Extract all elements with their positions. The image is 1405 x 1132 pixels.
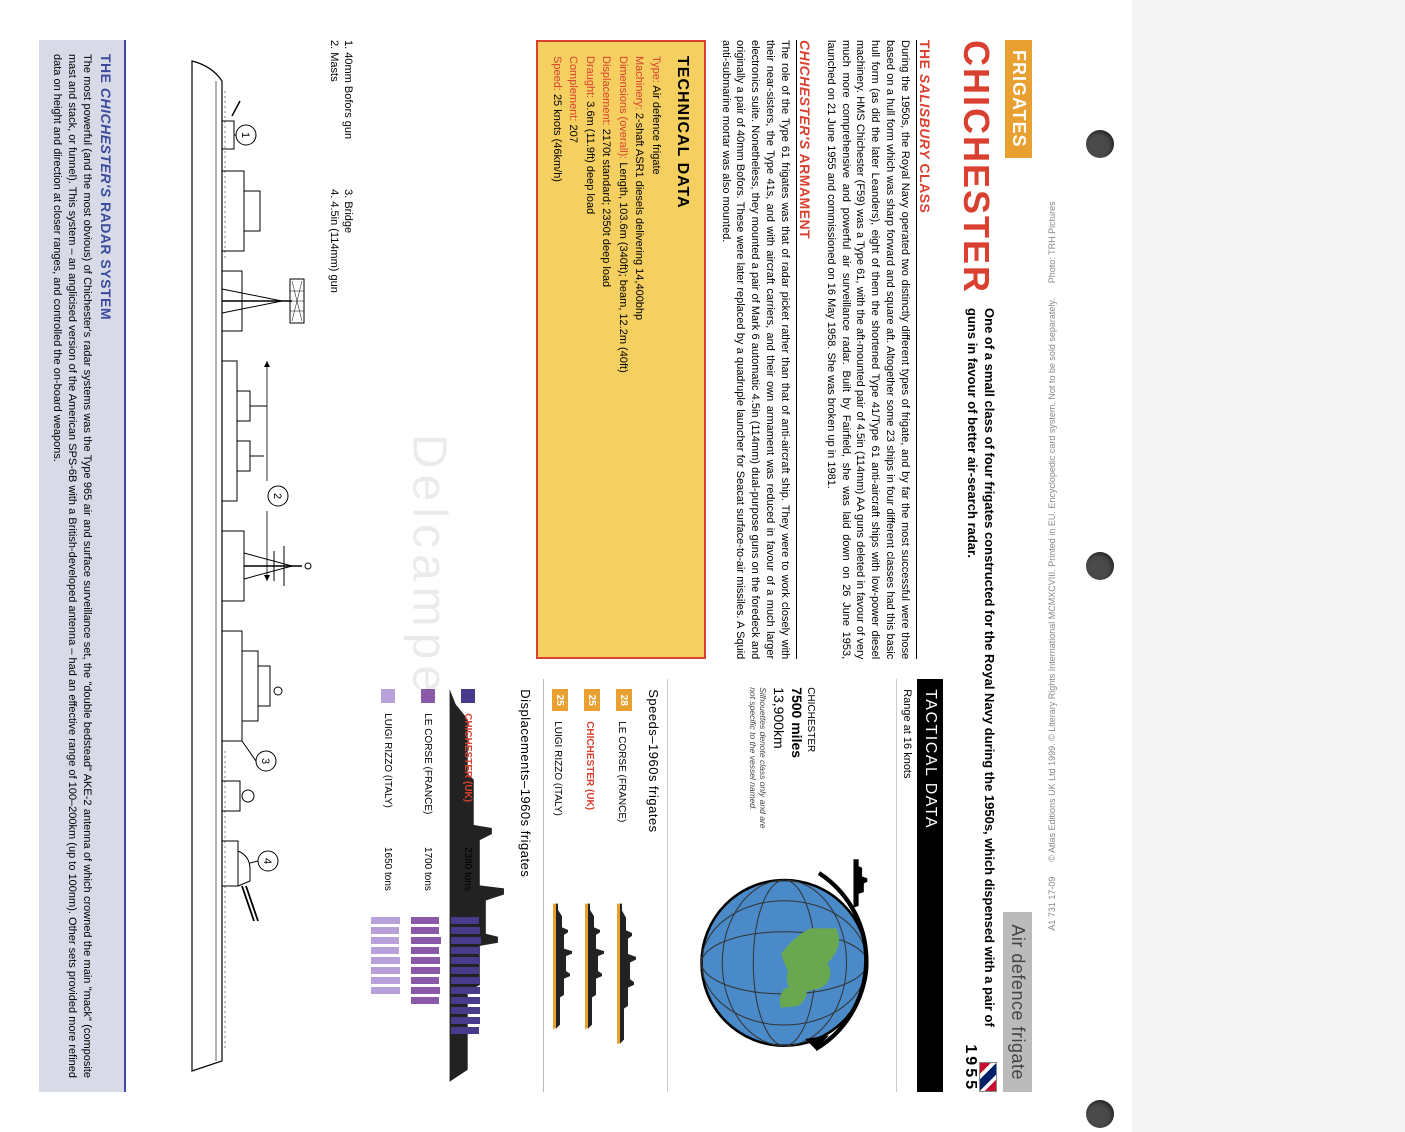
- salisbury-body: During the 1950s, the Royal Navy operate…: [823, 40, 912, 659]
- page-title: CHICHESTER: [955, 40, 997, 294]
- armament-body: The role of the Type 61 frigates was tha…: [718, 40, 792, 659]
- hole: [1086, 130, 1114, 158]
- speed-row: 25 LUIGI RIZZO (ITALY): [548, 679, 580, 1092]
- top-credits: A1 731 17-09 © Atlas Editions UK Ltd 199…: [1047, 0, 1057, 1132]
- disp-list: CHICHESTER (UK) 2380 tons LE CORSE (FRAN…: [368, 679, 488, 1092]
- disp-value: 1700 tons: [422, 847, 433, 907]
- speed-row: 28 LE CORSE (FRANCE): [612, 679, 644, 1092]
- intro-text: One of a small class of four frigates co…: [963, 308, 997, 1044]
- disp-row: LUIGI RIZZO (ITALY) 1650 tons: [368, 679, 408, 1092]
- range-row: CHICHESTER 7500 miles 13,900km Silhouett…: [667, 679, 896, 1092]
- speed-badge: 25: [584, 689, 600, 711]
- section-heading-armament: CHICHESTER'S ARMAMENT: [796, 40, 813, 659]
- disp-label: CHICHESTER (UK): [462, 713, 473, 837]
- disp-swatch: [381, 689, 395, 703]
- type-label: Air defence frigate: [1003, 912, 1032, 1092]
- tactical-heading: TACTICAL DATA: [917, 679, 943, 1092]
- uk-flag-icon: [979, 1062, 997, 1092]
- year-flag: 1955: [961, 1044, 997, 1092]
- ship-profile-diagram: 1: [162, 40, 322, 1092]
- technical-data-box: TECHNICAL DATA Type: Air defence frigate…: [536, 40, 706, 659]
- content: FRIGATES Air defence frigate CHICHESTER …: [0, 40, 1032, 1092]
- speed-label: LE CORSE (FRANCE): [616, 721, 627, 865]
- ship-silhouette-icon: [584, 875, 608, 1082]
- radar-system-box: THE CHICHESTER'S RADAR SYSTEM The most p…: [39, 40, 126, 1092]
- credit-photo: Photo: TRH Pictures: [1047, 201, 1057, 283]
- speed-label: CHICHESTER (UK): [584, 721, 595, 865]
- ship-diagram-section: 1. 40mm Bofors gun 2. Masts 3. Bridge 4.…: [134, 40, 354, 1092]
- radar-body: The most powerful (and the most obvious)…: [49, 54, 94, 1078]
- svg-text:4: 4: [261, 858, 273, 864]
- speed-label: LUIGI RIZZO (ITALY): [552, 721, 563, 865]
- range-ship-name: CHICHESTER: [805, 687, 816, 752]
- range-km: 13,900km: [771, 687, 787, 832]
- tactical-data-box: TACTICAL DATA Range at 16 knots CHICHEST…: [368, 679, 943, 1092]
- speed-badge: 28: [616, 689, 632, 711]
- technical-heading: TECHNICAL DATA: [670, 56, 694, 643]
- speeds-list: 28 LE CORSE (FRANCE) 25 CHICHESTER (UK) …: [548, 679, 644, 1092]
- radar-heading: THE CHICHESTER'S RADAR SYSTEM: [98, 54, 114, 1078]
- disp-swatch: [461, 689, 475, 703]
- credit-code: A1 731 17-09: [1047, 877, 1057, 931]
- left-column: THE SALISBURY CLASS During the 1950s, th…: [368, 40, 943, 659]
- ship-silhouette-icon: [616, 875, 640, 1082]
- svg-text:2: 2: [271, 493, 283, 499]
- disp-label: LUIGI RIZZO (ITALY): [382, 713, 393, 837]
- disp-label: LE CORSE (FRANCE): [422, 713, 433, 837]
- section-heading-salisbury: THE SALISBURY CLASS: [916, 40, 933, 659]
- speeds-heading: Speeds–1960s frigates: [644, 679, 667, 1092]
- credit-copyright: © Atlas Editions UK Ltd 1999. © Literary…: [1047, 298, 1057, 861]
- category-bar: FRIGATES: [1005, 40, 1032, 158]
- speed-badge: 25: [552, 689, 568, 711]
- diagram-legend: 1. 40mm Bofors gun 2. Masts 3. Bridge 4.…: [328, 40, 354, 1092]
- disp-silhouette: [488, 679, 516, 1092]
- range-label: Range at 16 knots: [896, 679, 917, 1092]
- disp-bars: [411, 917, 445, 1082]
- disp-value: 1650 tons: [382, 847, 393, 907]
- svg-text:1: 1: [239, 132, 251, 138]
- globe-icon: [676, 842, 888, 1084]
- hole: [1086, 1100, 1114, 1128]
- year: 1955: [962, 1044, 979, 1092]
- ship-silhouette-icon: [552, 875, 576, 1082]
- disp-bars: [371, 917, 405, 1082]
- silhouette-note: Silhouettes denote class only and are no…: [748, 687, 767, 832]
- disp-value: 2380 tons: [462, 847, 473, 907]
- svg-text:3: 3: [259, 758, 271, 764]
- binder-holes: [1072, 0, 1132, 1132]
- hole: [1086, 552, 1114, 580]
- speed-row: 25 CHICHESTER (UK): [580, 679, 612, 1092]
- disp-heading: Displacements–1960s frigates: [516, 679, 539, 1092]
- range-miles: 7500 miles: [789, 687, 805, 832]
- disp-bars: [451, 917, 485, 1082]
- disp-swatch: [421, 689, 435, 703]
